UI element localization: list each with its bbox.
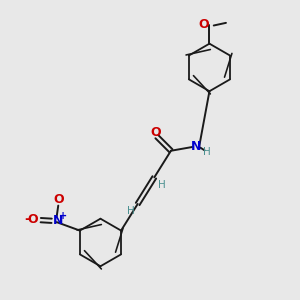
Text: H: H [203, 147, 211, 157]
Text: H: H [158, 180, 165, 190]
Text: N: N [53, 214, 63, 226]
Text: O: O [28, 213, 38, 226]
Text: O: O [150, 126, 160, 139]
Text: +: + [59, 212, 67, 221]
Text: N: N [191, 140, 202, 153]
Text: -: - [24, 212, 30, 226]
Text: O: O [198, 18, 209, 31]
Text: H: H [127, 206, 134, 216]
Text: O: O [53, 193, 64, 206]
